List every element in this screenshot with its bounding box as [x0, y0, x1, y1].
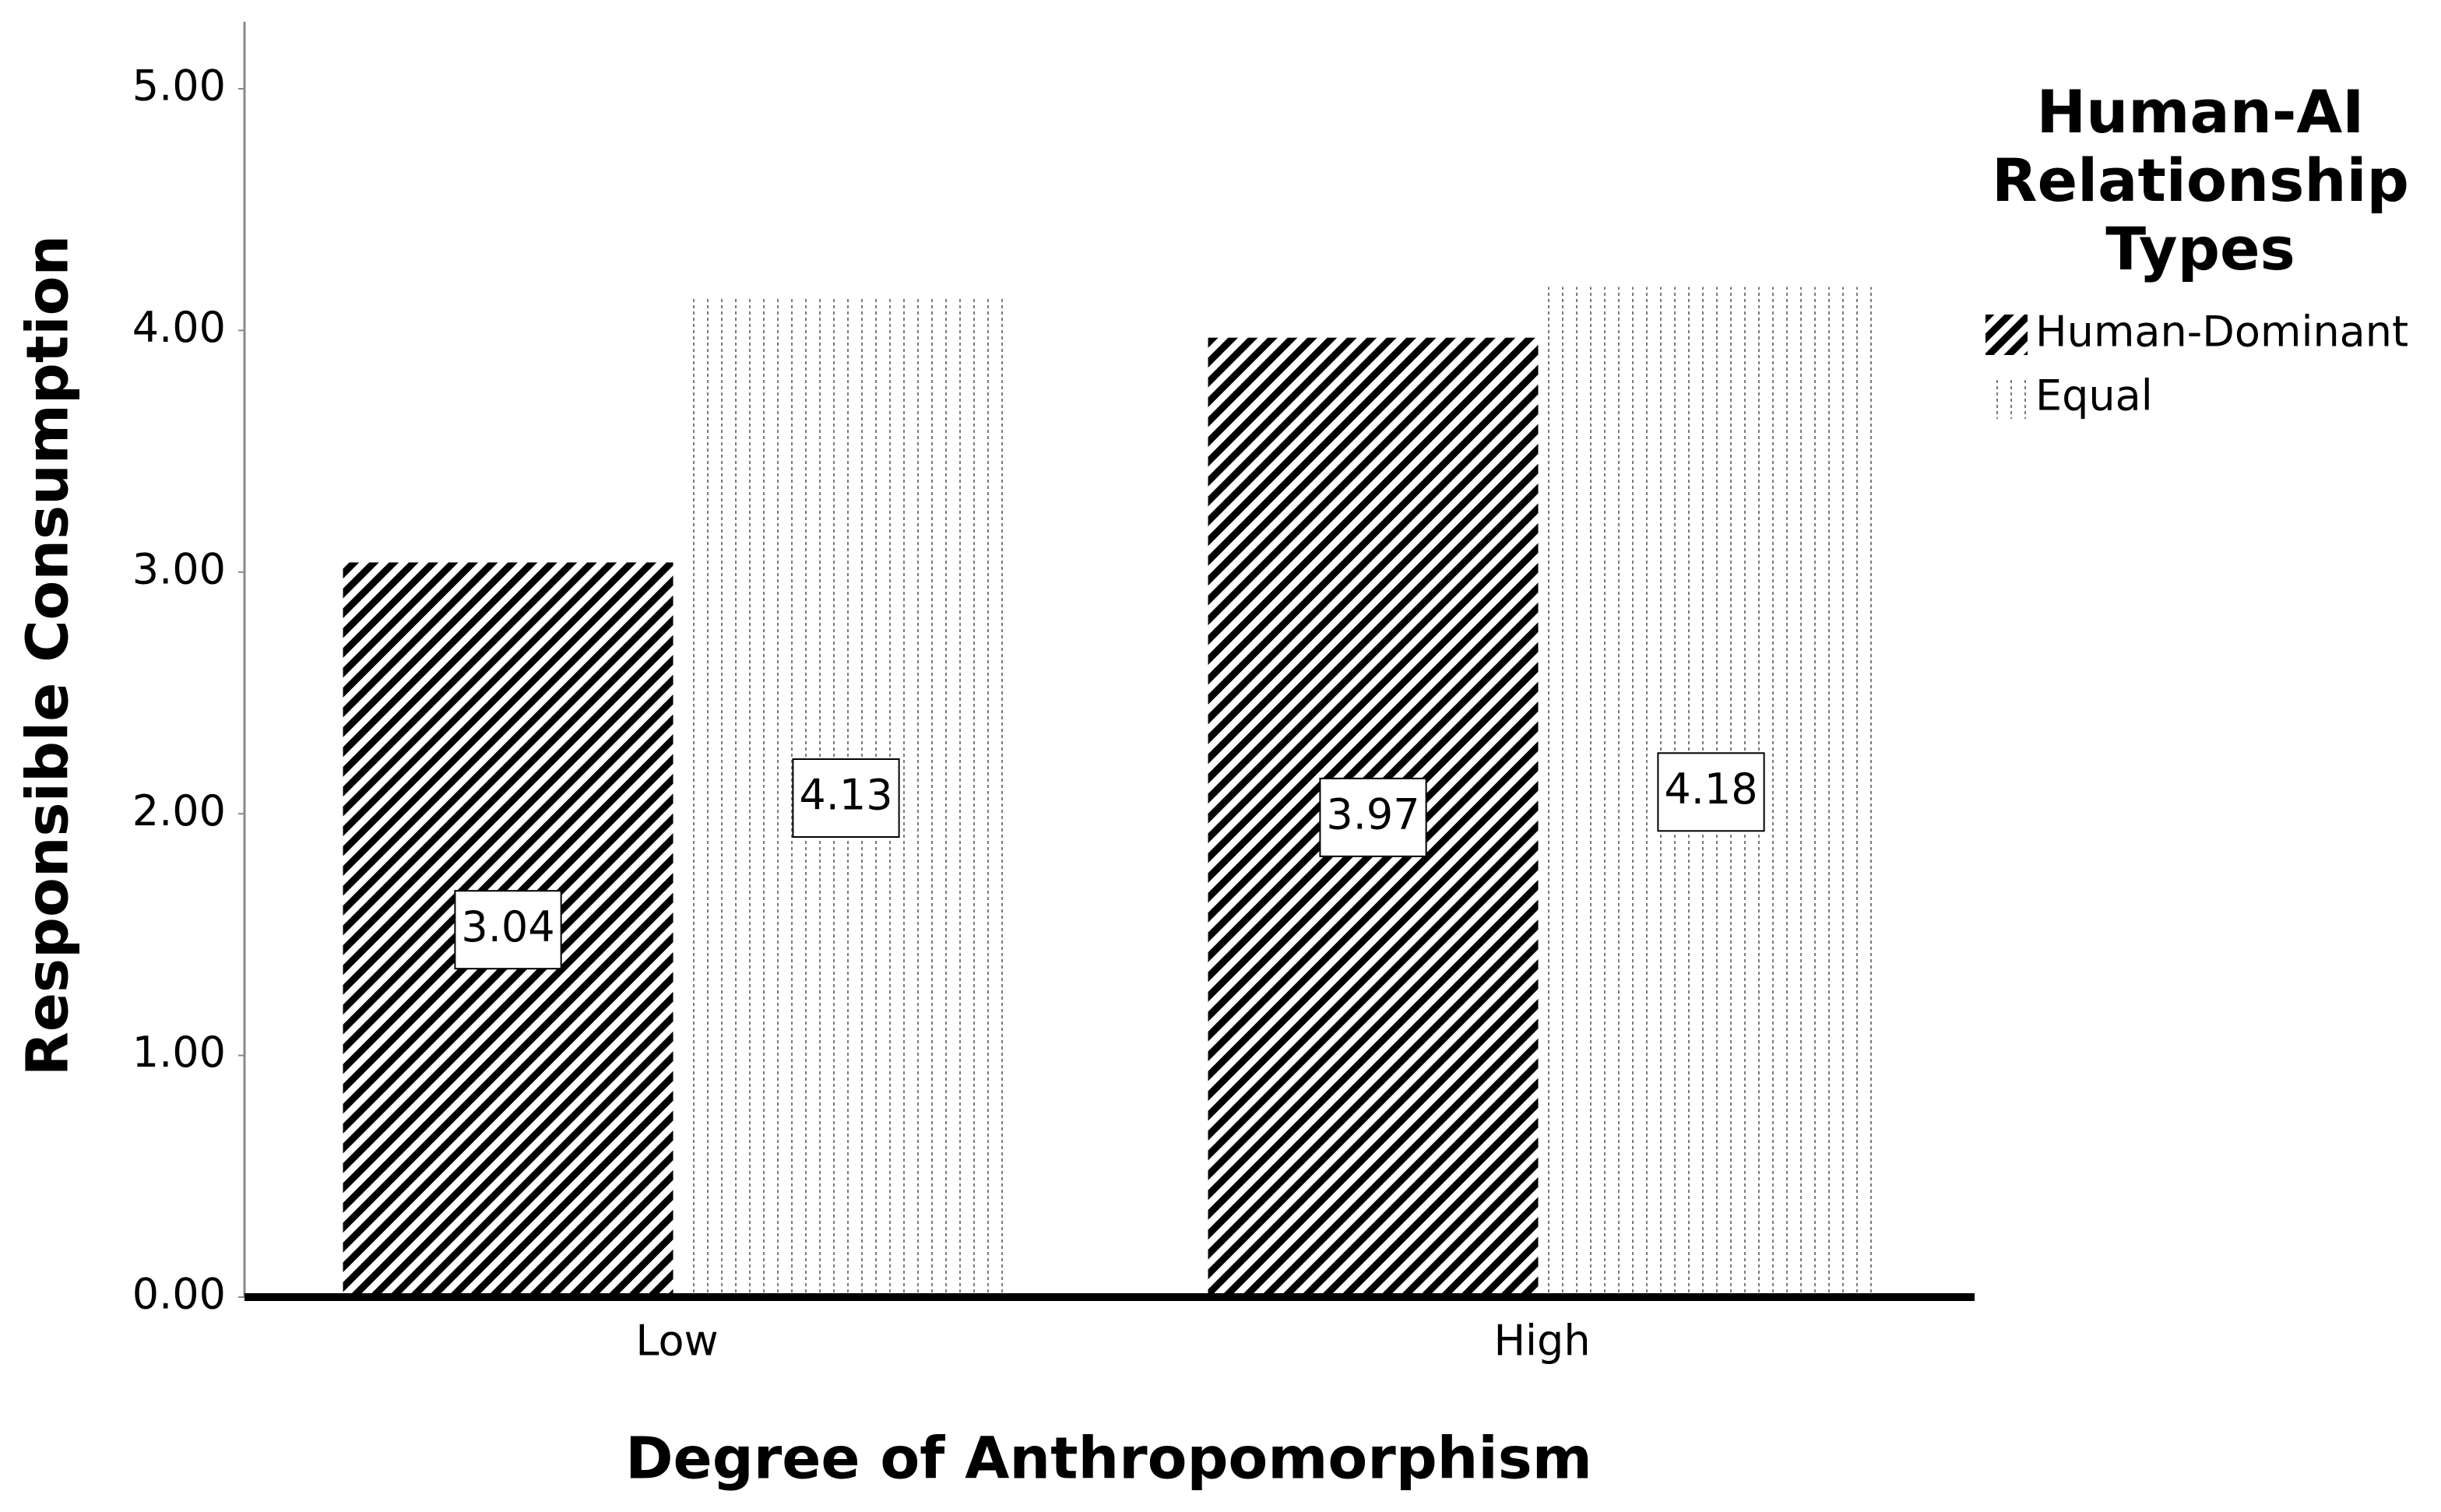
legend-label: Human-Dominant	[2035, 308, 2408, 357]
y-tick-label: 5.00	[132, 62, 226, 111]
value-label-box	[1657, 752, 1765, 832]
value-label-box	[1319, 777, 1427, 857]
legend-swatch	[1986, 315, 2028, 355]
value-label-box	[454, 890, 562, 970]
value-label: 3.97	[1326, 789, 1419, 839]
y-tick-label: 3.00	[132, 544, 226, 593]
y-tick-label: 1.00	[132, 1028, 226, 1077]
value-label-box	[792, 758, 900, 839]
x-tick-label: High	[1493, 1317, 1590, 1366]
y-tick-label: 0.00	[132, 1270, 226, 1319]
y-axis-title: Responsible Consumption	[15, 235, 82, 1076]
legend-title: Human-AI Relationship Types	[1992, 77, 2409, 283]
x-tick-label: Low	[635, 1317, 718, 1366]
y-tick-label: 2.00	[132, 786, 226, 835]
value-label: 3.04	[461, 902, 554, 951]
value-label: 4.18	[1664, 765, 1757, 814]
legend-label: Equal	[2035, 371, 2153, 420]
y-tick-label: 4.00	[132, 303, 226, 352]
legend-swatch	[1986, 378, 2028, 419]
value-label: 4.13	[799, 771, 892, 820]
x-axis-title: Degree of Anthropomorphism	[625, 1426, 1592, 1493]
